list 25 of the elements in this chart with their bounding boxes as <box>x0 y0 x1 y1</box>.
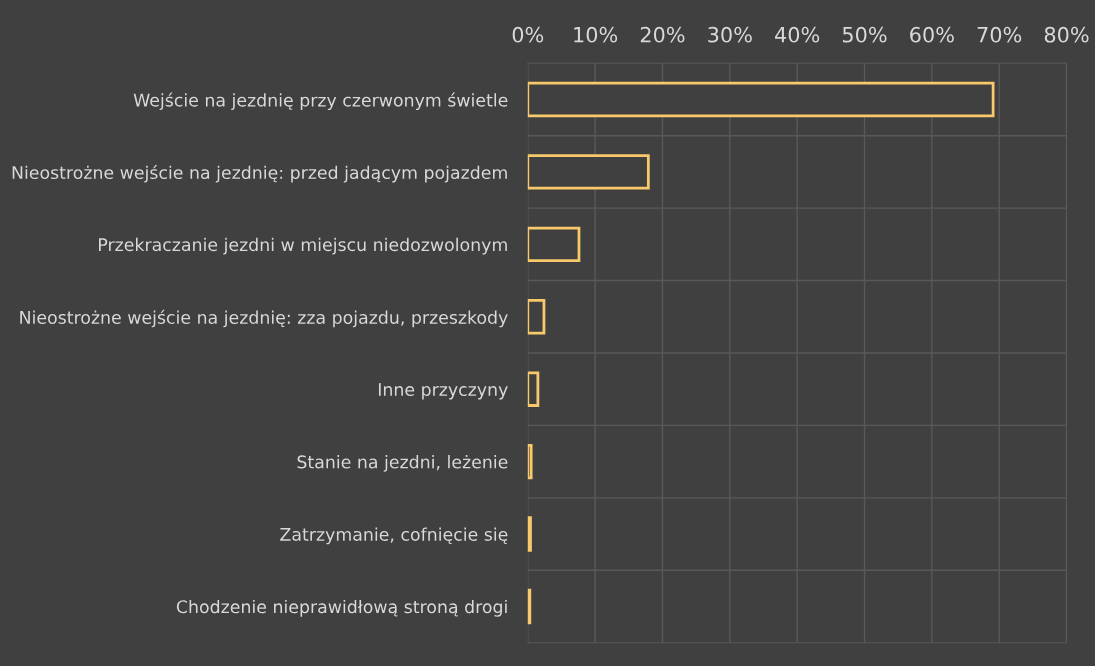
x-tick-label: 10% <box>574 26 618 43</box>
y-tick-label: Nieostrożne wejście na jezdnię: przed jadącym pojazdem <box>12 164 507 183</box>
x-tick-label: 60% <box>910 26 954 43</box>
y-tick-label: Wejście na jezdnię przy czerwonym świetle <box>133 92 508 111</box>
y-tick-label: Przekraczanie jezdni w miejscu niedozwolonym <box>99 237 507 255</box>
y-tick-label: Zatrzymanie, cofnięcie się <box>280 527 508 545</box>
x-tick-label: 30% <box>708 26 752 43</box>
bar <box>527 516 532 552</box>
bar <box>527 588 532 625</box>
x-tick-label: 20% <box>640 26 685 43</box>
y-tick-label: Inne przyczyny <box>378 383 508 400</box>
y-tick-label: Chodzenie nieprawidłową stroną drogi <box>176 599 507 617</box>
bar <box>527 299 546 335</box>
x-tick-label: 80% <box>1044 26 1089 43</box>
y-tick-label: Stanie na jezdni, leżenie <box>297 455 508 472</box>
bar <box>527 226 581 263</box>
x-tick-label: 0% <box>512 26 544 43</box>
bar <box>527 154 650 190</box>
x-tick-label: 70% <box>977 26 1022 43</box>
bar <box>527 81 995 118</box>
x-tick-label: 40% <box>775 26 820 43</box>
bar <box>527 443 533 480</box>
bar <box>527 371 540 407</box>
y-tick-label: Nieostrożne wejście na jezdnię: zza pojazdu, przeszkody <box>20 309 508 328</box>
x-tick-label: 50% <box>842 26 887 43</box>
